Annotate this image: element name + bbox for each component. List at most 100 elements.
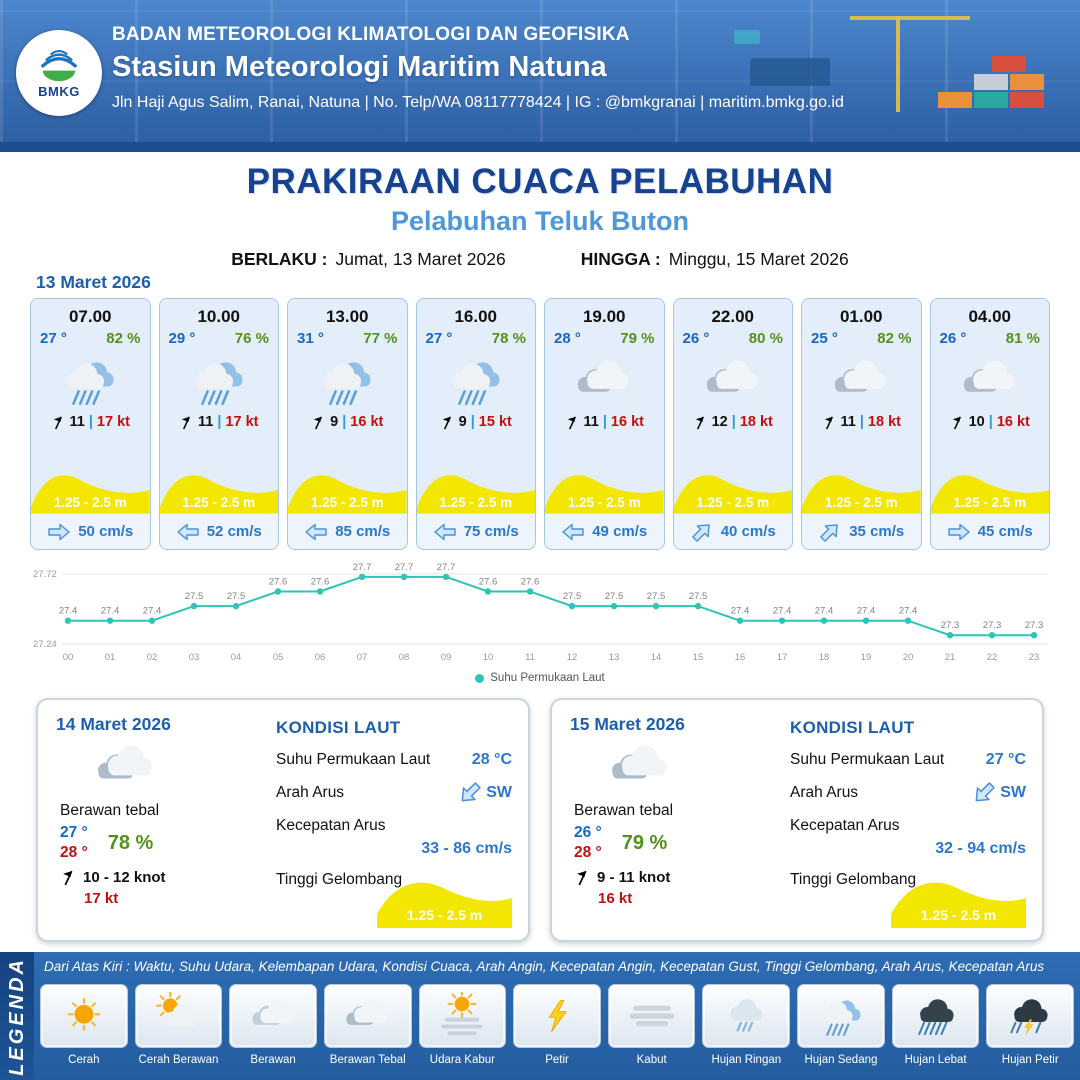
svg-text:09: 09 [441,652,452,663]
wind-row: 12 | 18 kt [674,414,793,430]
gust-speed: 16 kt [350,414,384,430]
separator: | [859,414,864,430]
temp-column: 26 ° 28 ° [574,824,602,862]
legend-sidebar-text: LEGENDA [5,956,28,1076]
current-direction-arrow-icon [453,776,487,810]
current-direction-arrow-icon [47,522,71,542]
wave-height-value: 1.25 - 2.5 m [920,907,997,923]
sst-label: Suhu Permukaan Laut [276,751,431,768]
wave-height: 1.25 - 2.5 m [953,495,1027,510]
wind-speed: 11 [198,414,214,430]
svg-text:04: 04 [231,652,242,663]
svg-text:06: 06 [315,652,326,663]
wind-speed: 9 [330,414,339,430]
gust-speed: 16 kt [598,890,633,907]
wave-height-band: 1.25 - 2.5 m [159,467,278,513]
humidity: 81 % [1005,330,1040,347]
sea-conditions-title: KONDISI LAUT [790,718,915,737]
air-temperature: 26 ° [682,330,710,347]
wind-speed: 11 [69,414,85,430]
hourly-forecast-row: 07.00 27 ° 82 % 11 | 17 kt 1.25 - 2.5 m [30,298,1050,550]
current-speed-value: 33 - 86 cm/s [421,840,512,857]
svg-text:27.3: 27.3 [1025,620,1044,631]
wind-row: 11 | 18 kt [802,414,921,430]
air-temperature: 28 ° [554,330,581,347]
svg-text:19: 19 [861,652,872,663]
wave-height-band: 1.25 - 2.5 m [288,467,407,513]
wave-shape [802,475,921,513]
legend-item: Berawan Tebal [323,984,412,1066]
separator: | [470,414,475,430]
svg-text:27.7: 27.7 [437,562,456,573]
legend-label: Hujan Ringan [711,1054,782,1066]
svg-text:27.24: 27.24 [33,639,57,650]
legend-item: Petir [513,984,601,1066]
svg-text:08: 08 [399,652,410,663]
weather-icon [674,350,793,412]
daily-weather-column: Berawan tebal 26 ° 28 ° 79 % 9 - 11 knot… [574,736,769,907]
gust-speed: 18 kt [739,414,773,430]
svg-text:23: 23 [1029,652,1040,663]
weather-icon [160,350,279,412]
legend-dot-icon [475,673,485,683]
wind-speed-range: 9 - 11 knot [597,869,671,886]
humidity: 76 % [234,330,269,347]
svg-text:00: 00 [63,652,74,663]
current-direction: SW [457,782,512,804]
port-name-subtitle: Pelabuhan Teluk Buton [390,206,689,236]
current-speed: 40 cm/s [720,523,776,540]
separator: | [731,414,736,430]
legend-item: Udara Kabur [418,984,507,1066]
gust-speed: 16 kt [610,414,644,430]
wind-barb-icon [60,869,77,886]
svg-text:27.4: 27.4 [731,606,750,617]
gust-speed: 17 kt [96,414,130,430]
forecast-time: 10.00 [197,307,241,326]
current-speed: 75 cm/s [463,523,519,540]
svg-text:02: 02 [147,652,158,663]
wave-shape [416,475,535,513]
wind-speed-range: 10 - 12 knot [83,869,166,886]
daily-date: 15 Maret 2026 [570,714,685,734]
svg-text:27.6: 27.6 [479,577,498,588]
humidity: 78 % [107,831,154,854]
forecast-time: 16.00 [454,307,498,326]
chart-series-name: Suhu Permukaan Laut [490,672,605,684]
hourly-card: 13.00 31 ° 77 % 9 | 16 kt 1.25 - 2.5 m [287,298,408,550]
air-temperature: 27 ° [40,330,67,347]
wave-height-label: Tinggi Gelombang [790,871,917,888]
temp-humidity-row: 26 ° 80 % [674,330,793,347]
svg-text:27.4: 27.4 [59,606,78,617]
svg-text:15: 15 [693,652,704,663]
station-name: Stasiun Meteorologi Maritim Natuna [112,51,607,83]
legend-item: Cerah [40,984,128,1066]
legend-weather-icon [134,984,223,1048]
forecast-time: 01.00 [839,307,883,326]
legend-item: Berawan [229,984,317,1066]
current-row: 75 cm/s [416,513,535,549]
forecast-time: 22.00 [711,307,755,326]
separator: | [217,414,222,430]
sst-line-chart: 27.72 27.24 27.4 00 27.4 01 27.4 02 27.5 03 27.5 04… [32,556,1048,670]
current-direction-value: SW [486,784,512,801]
sst-row: Suhu Permukaan Laut 27 °C [790,751,1026,769]
legend-item: Hujan Lebat [891,984,980,1066]
legend-label: Cerah [68,1054,100,1066]
header-floor [0,142,1080,152]
legend-weather-icon [323,984,412,1048]
legend-items: Cerah Cerah Berawan Berawan Berawan Teba… [40,984,1075,1066]
air-temperature: 31 ° [297,330,324,347]
wind-speed: 11 [840,414,856,430]
legend-item: Kabut [607,984,696,1066]
svg-text:27.4: 27.4 [899,606,918,617]
svg-text:07: 07 [357,652,368,663]
wave-shape [377,882,512,928]
wave-height: 1.25 - 2.5 m [310,495,384,510]
wind-barb-icon [950,415,965,430]
sst-label: Suhu Permukaan Laut [790,751,945,768]
forecast-time: 19.00 [582,307,626,326]
svg-text:05: 05 [273,652,284,663]
temp-humidity-row: 28 ° 79 % [545,330,664,347]
current-direction-label: Arah Arus [276,784,345,801]
current-speed: 52 cm/s [206,523,262,540]
